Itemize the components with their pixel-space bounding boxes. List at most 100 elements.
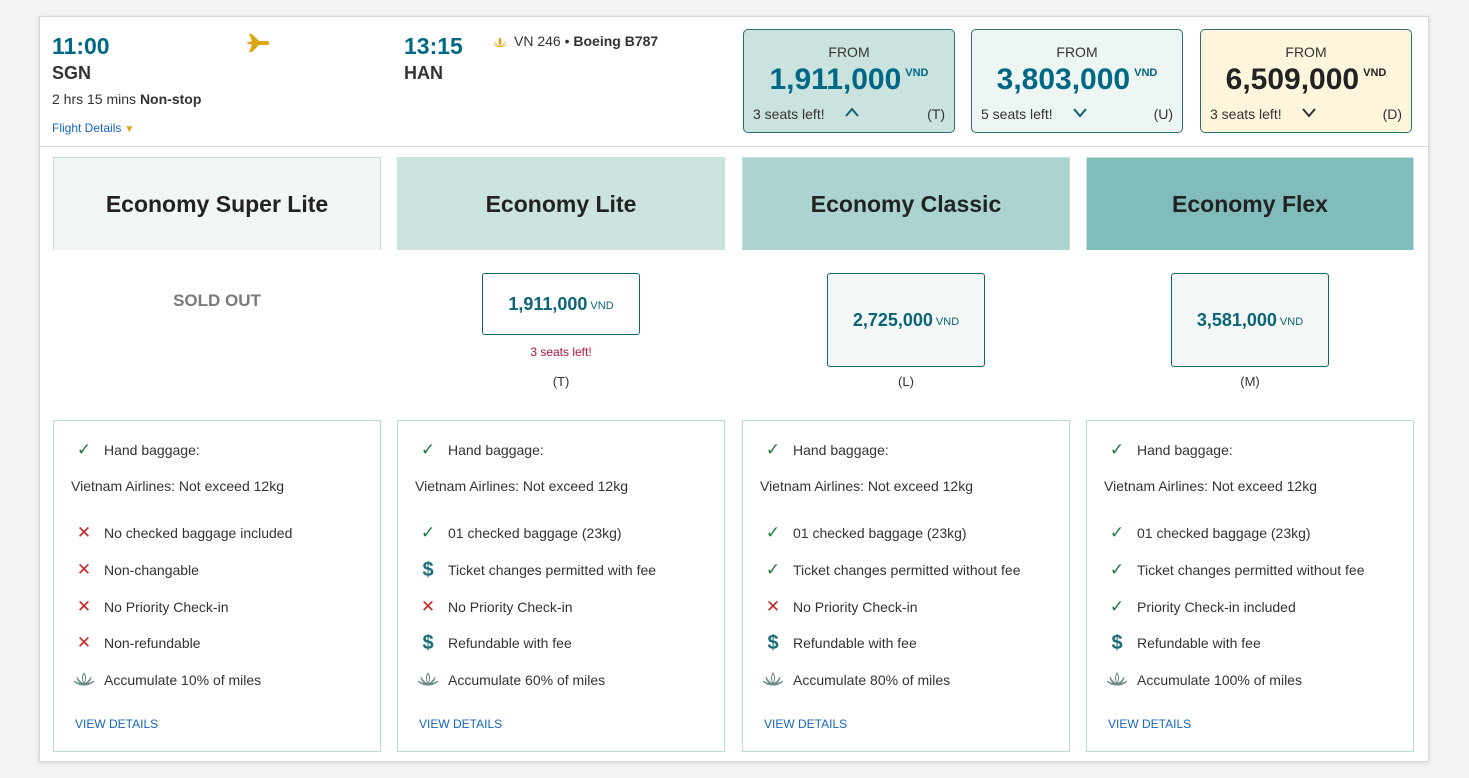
check-icon: ✓ [1109, 440, 1125, 459]
feature-text: 01 checked baggage (23kg) [793, 525, 967, 541]
feature-row: Accumulate 60% of miles [417, 671, 606, 689]
booking-class-code: (T) [552, 374, 570, 389]
feature-text: Accumulate 10% of miles [104, 672, 262, 689]
fare-price: 6,509,000 VND [1201, 63, 1411, 97]
flight-summary: 11:00 SGN 2 hrs 15 mins Non-stop Flight … [40, 17, 1428, 147]
currency: VND [905, 67, 929, 79]
seats-left-warning: 3 seats left! [530, 345, 592, 359]
feature-row: $ Refundable with fee [418, 633, 572, 653]
fare-summary-premium[interactable]: FROM 3,803,000 VND 5 seats left! (U) [971, 29, 1183, 133]
lotus-icon [762, 671, 784, 689]
price-value: 1,911,000 [508, 293, 588, 314]
hand-baggage-label: Hand baggage: [793, 442, 889, 458]
flight-duration: 2 hrs 15 mins Non-stop [52, 91, 201, 107]
booking-class: (D) [1382, 106, 1402, 122]
booking-class: (U) [1153, 106, 1173, 122]
cross-icon: ✕ [76, 559, 92, 579]
fare-summary-business[interactable]: FROM 6,509,000 VND 3 seats left! (D) [1200, 29, 1412, 133]
fare-header-classic: Economy Classic [742, 157, 1070, 250]
check-icon: ✓ [1109, 523, 1125, 542]
bullet-separator: • [564, 33, 570, 49]
feature-text: Priority Check-in included [1137, 598, 1296, 615]
flight-info: VN 246 • Boeing B787 [492, 33, 658, 49]
feature-text: Refundable with fee [448, 635, 572, 652]
lotus-icon [492, 37, 508, 48]
feature-text: No Priority Check-in [793, 598, 918, 615]
seats-left: 3 seats left! [753, 106, 825, 122]
feature-row: ✕ No checked baggage included [74, 523, 293, 542]
feature-text: Accumulate 60% of miles [448, 672, 606, 689]
cross-icon: ✕ [76, 523, 92, 542]
feature-text: Accumulate 100% of miles [1137, 672, 1302, 689]
booking-class-code: (M) [1240, 374, 1260, 389]
fare-summary-economy[interactable]: FROM 1,911,000 VND 3 seats left! (T) [743, 29, 955, 133]
feature-row: $ Refundable with fee [1107, 632, 1260, 655]
arrival-time: 13:15 [404, 33, 463, 59]
fare-price-classic[interactable]: 2,725,000 VND [827, 273, 985, 367]
feature-text: 01 checked baggage (23kg) [448, 525, 622, 541]
feature-row: ✓ 01 checked baggage (23kg) [763, 524, 967, 542]
feature-row: ✕ Non-refundable [74, 634, 201, 652]
hand-baggage-row: ✓ Hand baggage: [763, 441, 889, 459]
feature-text: Ticket changes permitted without fee [793, 561, 1021, 578]
check-icon: ✓ [765, 559, 781, 579]
hand-baggage-row: ✓ Hand baggage: [74, 441, 200, 459]
feature-text: Accumulate 80% of miles [793, 672, 951, 689]
currency: VND [1134, 67, 1158, 79]
check-icon: ✓ [420, 440, 436, 459]
hand-baggage-label: Hand baggage: [104, 442, 200, 458]
cross-icon: ✕ [76, 633, 92, 653]
fare-features-flex: ✓ Hand baggage: Vietnam Airlines: Not exce… [1086, 420, 1414, 752]
feature-row: ✕ No Priority Check-in [763, 597, 918, 616]
fare-features-super-lite: ✓ Hand baggage: Vietnam Airlines: Not exce… [53, 420, 381, 752]
check-icon: ✓ [1109, 596, 1125, 616]
booking-class: (T) [927, 106, 945, 122]
price-value: 2,725,000 [852, 309, 933, 330]
lotus-icon [417, 671, 439, 689]
flight-details-label: Flight Details [52, 121, 122, 135]
fare-header-super-lite: Economy Super Lite [53, 157, 381, 250]
caret-down-icon: ▼ [124, 124, 135, 135]
feature-text: Ticket changes permitted without fee [1137, 561, 1365, 578]
hand-baggage-row: ✓ Hand baggage: [418, 441, 544, 459]
cross-icon: ✕ [76, 596, 92, 616]
cross-icon: ✕ [420, 596, 436, 616]
hand-baggage-label: Hand baggage: [1137, 442, 1233, 458]
booking-class-code: (L) [898, 374, 914, 389]
view-details-link[interactable]: VIEW DETAILS [1108, 717, 1192, 731]
feature-row: $ Refundable with fee [763, 632, 916, 655]
lotus-icon [1106, 671, 1128, 689]
check-icon: ✓ [1109, 559, 1125, 579]
feature-row: ✕ No Priority Check-in [74, 596, 229, 616]
from-label: FROM [828, 44, 870, 60]
hand-baggage-detail: Vietnam Airlines: Not exceed 12kg [71, 478, 284, 494]
fare-header-flex: Economy Flex [1086, 157, 1414, 250]
price-value: 3,581,000 [1196, 309, 1277, 330]
hand-baggage-row: ✓ Hand baggage: [1107, 441, 1233, 459]
fare-price: 1,911,000 VND [744, 63, 954, 97]
dollar-icon: $ [1111, 632, 1123, 655]
feature-row: Accumulate 10% of miles [73, 671, 262, 689]
view-details-link[interactable]: VIEW DETAILS [419, 717, 503, 731]
plane-icon [246, 34, 270, 52]
feature-text: No Priority Check-in [104, 598, 229, 615]
hand-baggage-detail: Vietnam Airlines: Not exceed 12kg [1104, 478, 1317, 494]
fare-price-flex[interactable]: 3,581,000 VND [1171, 273, 1329, 367]
fare-price-lite[interactable]: 1,911,000 VND [482, 273, 640, 335]
fare-features-classic: ✓ Hand baggage: Vietnam Airlines: Not exce… [742, 420, 1070, 752]
hand-baggage-label: Hand baggage: [448, 442, 544, 458]
view-details-link[interactable]: VIEW DETAILS [75, 717, 159, 731]
departure-airport: SGN [52, 63, 92, 83]
currency: VND [935, 316, 960, 328]
departure-time: 11:00 [52, 33, 110, 59]
arrival-airport: HAN [404, 63, 443, 83]
sold-out-label: SOLD OUT [173, 291, 261, 310]
view-details-link[interactable]: VIEW DETAILS [764, 717, 848, 731]
from-label: FROM [1056, 44, 1098, 60]
dollar-icon: $ [767, 632, 779, 655]
chevron-down-icon [1302, 108, 1316, 118]
flight-details-link[interactable]: Flight Details ▼ [52, 121, 134, 135]
flight-number: VN 246 [514, 33, 561, 49]
price-value: 1,911,000 [769, 63, 902, 96]
feature-row: $ Ticket changes permitted with fee [418, 560, 656, 580]
